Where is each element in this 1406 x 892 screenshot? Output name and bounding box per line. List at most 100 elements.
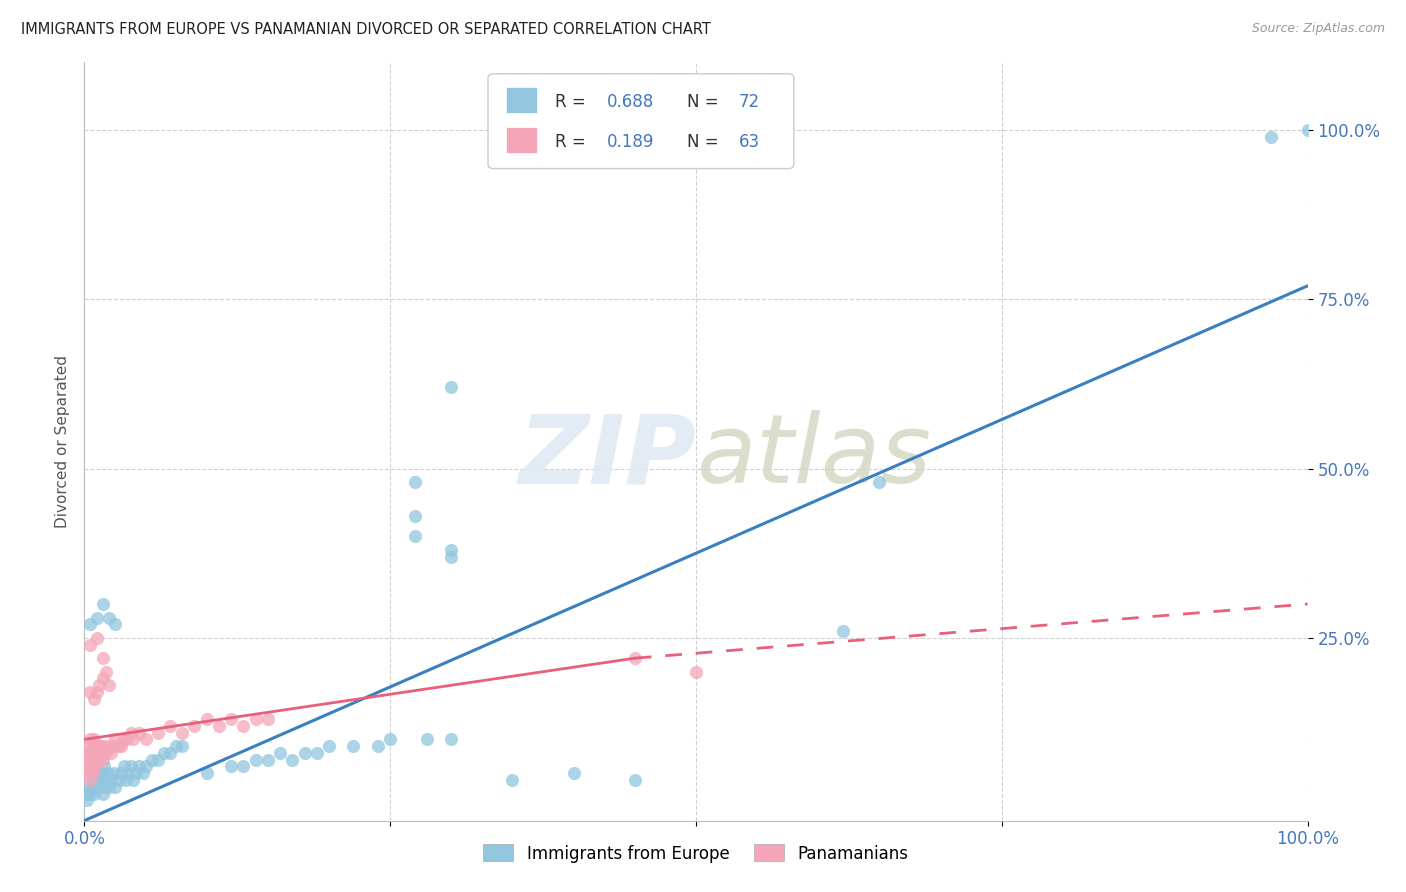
Point [104, 732, 127, 747]
Point [440, 380, 463, 394]
Point [94, 780, 117, 794]
Point [84, 759, 107, 773]
Point [91, 651, 114, 665]
Point [97, 766, 120, 780]
Point [79, 787, 101, 801]
Point [1296, 123, 1319, 137]
Point [305, 746, 328, 760]
Point [117, 766, 139, 780]
Point [122, 732, 145, 747]
Point [115, 772, 138, 787]
Point [103, 739, 125, 754]
Point [82, 766, 104, 780]
Point [76, 753, 98, 767]
Point [89, 772, 111, 787]
Point [195, 766, 218, 780]
Point [103, 766, 125, 780]
Point [80, 780, 103, 794]
Point [79, 732, 101, 747]
Point [122, 772, 145, 787]
Point [77, 780, 100, 794]
Point [159, 746, 181, 760]
Point [120, 759, 142, 773]
Point [90, 739, 112, 754]
Point [84, 780, 107, 794]
Point [128, 725, 150, 739]
Point [146, 753, 169, 767]
Text: N =: N = [688, 93, 718, 111]
Point [83, 732, 105, 747]
Point [380, 732, 402, 747]
Text: R =: R = [555, 93, 586, 111]
Point [183, 719, 205, 733]
Point [83, 753, 105, 767]
Point [135, 732, 157, 747]
Point [125, 766, 148, 780]
Point [91, 672, 114, 686]
Point [97, 678, 120, 692]
Point [96, 665, 118, 679]
Point [869, 475, 891, 490]
Point [84, 739, 107, 754]
Point [76, 793, 98, 807]
Text: 0.688: 0.688 [606, 93, 654, 111]
Point [562, 766, 585, 780]
Point [79, 638, 101, 652]
Point [404, 475, 426, 490]
Point [91, 597, 114, 611]
Point [245, 753, 267, 767]
Point [100, 746, 122, 760]
Point [93, 746, 115, 760]
Point [257, 753, 280, 767]
Point [685, 665, 707, 679]
Point [153, 746, 176, 760]
Point [404, 508, 426, 523]
Point [89, 746, 111, 760]
Point [110, 739, 132, 754]
Point [172, 725, 194, 739]
Point [79, 685, 101, 699]
Point [245, 712, 267, 726]
Point [104, 617, 127, 632]
Point [94, 739, 117, 754]
Point [318, 739, 340, 754]
Point [86, 631, 108, 645]
Point [86, 610, 108, 624]
Point [440, 542, 463, 557]
Point [219, 712, 242, 726]
Point [107, 772, 129, 787]
Point [416, 732, 439, 747]
Point [115, 732, 138, 747]
Point [80, 759, 103, 773]
Point [93, 759, 115, 773]
FancyBboxPatch shape [488, 74, 794, 169]
Text: R =: R = [555, 133, 586, 151]
Point [159, 719, 181, 733]
Point [112, 759, 135, 773]
Point [75, 746, 97, 760]
Text: 72: 72 [738, 93, 759, 111]
Point [75, 787, 97, 801]
Text: 0.189: 0.189 [606, 133, 654, 151]
Point [87, 766, 110, 780]
Point [90, 766, 112, 780]
Point [87, 678, 110, 692]
Point [195, 712, 218, 726]
Point [281, 753, 304, 767]
Text: Source: ZipAtlas.com: Source: ZipAtlas.com [1251, 22, 1385, 36]
Point [440, 549, 463, 564]
Point [87, 739, 110, 754]
Point [110, 766, 132, 780]
Point [79, 772, 101, 787]
Point [97, 610, 120, 624]
Point [172, 739, 194, 754]
Point [502, 772, 524, 787]
Point [100, 772, 122, 787]
Point [76, 759, 98, 773]
Text: IMMIGRANTS FROM EUROPE VS PANAMANIAN DIVORCED OR SEPARATED CORRELATION CHART: IMMIGRANTS FROM EUROPE VS PANAMANIAN DIV… [21, 22, 711, 37]
Point [232, 759, 254, 773]
Point [91, 753, 114, 767]
Point [367, 739, 389, 754]
Point [86, 772, 108, 787]
Point [77, 753, 100, 767]
